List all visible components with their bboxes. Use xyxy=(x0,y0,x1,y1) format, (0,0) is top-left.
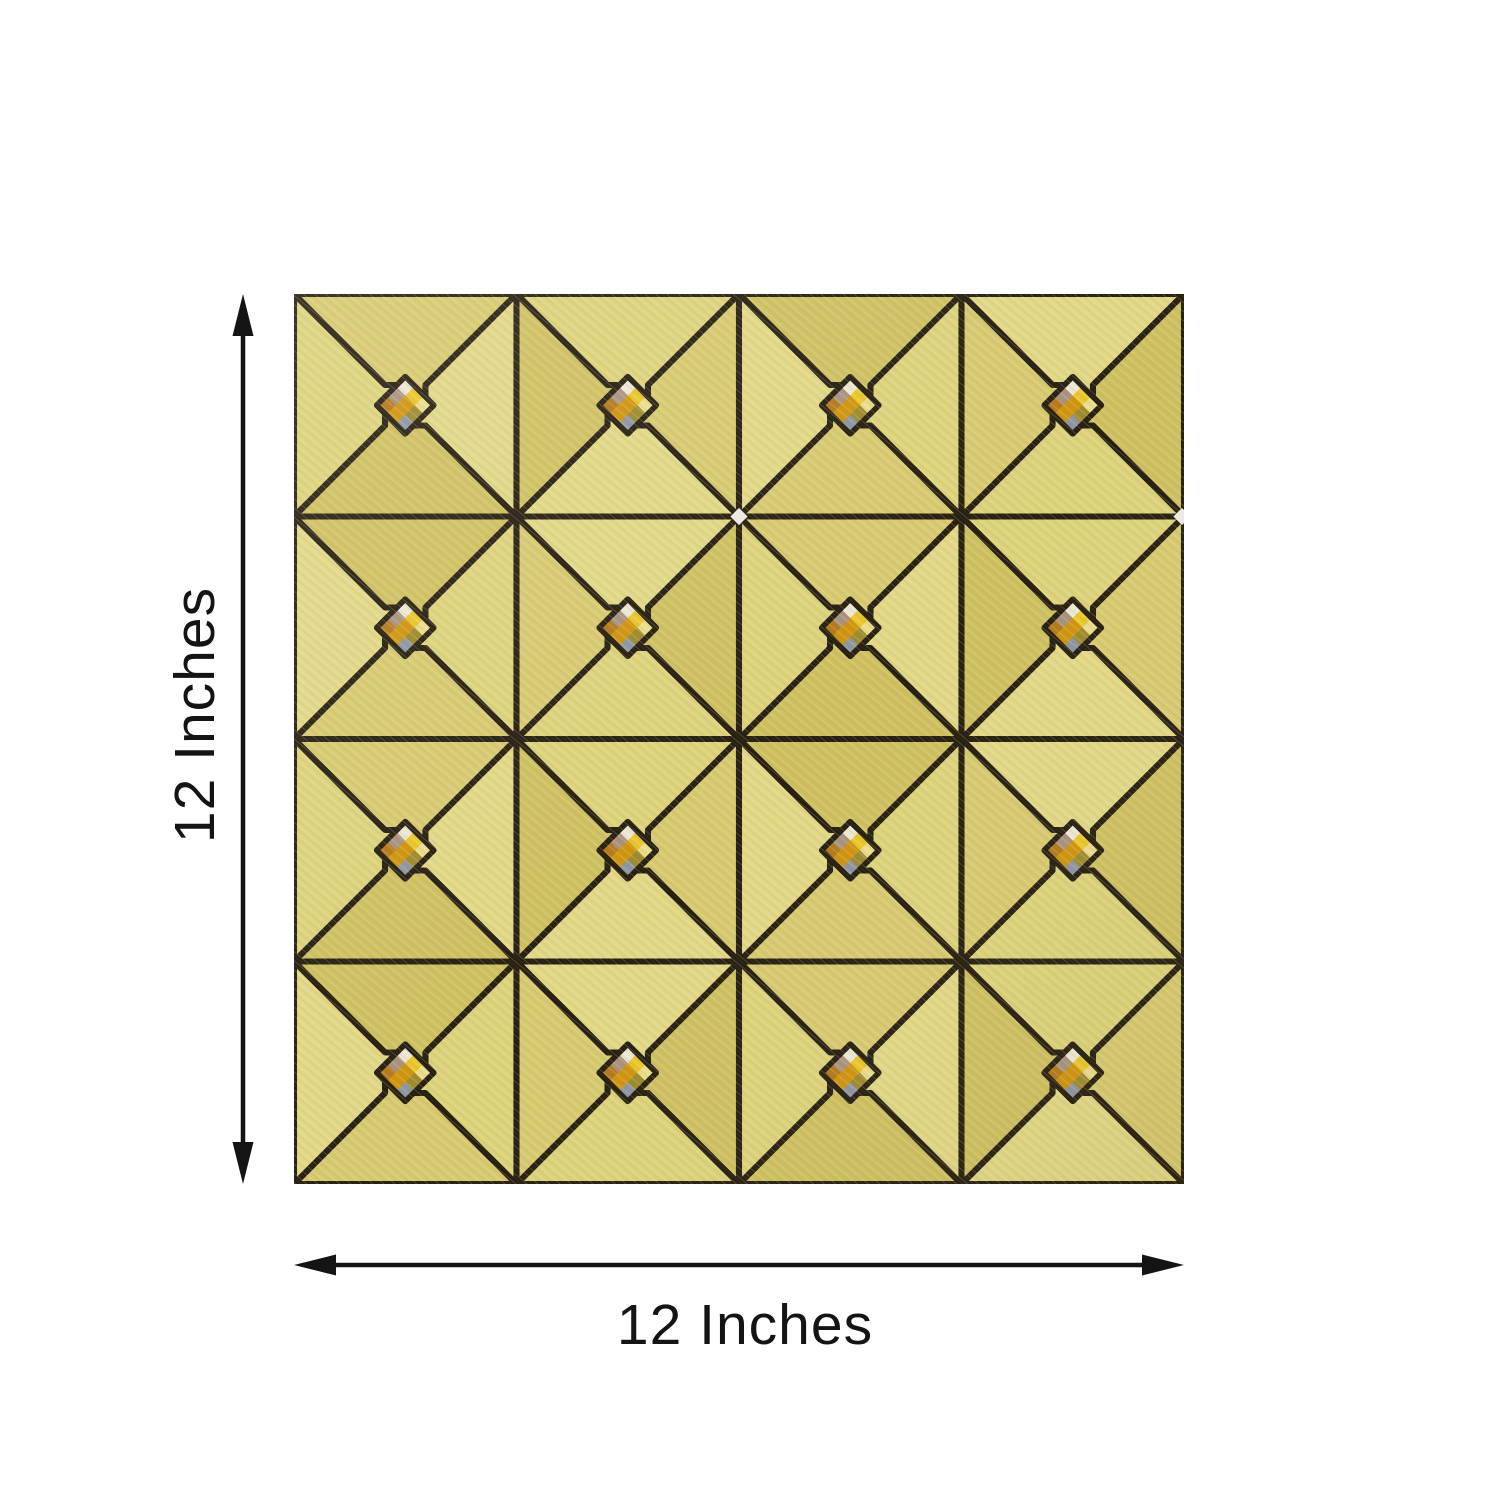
height-dimension-arrow xyxy=(232,294,254,1184)
arrowhead-left-icon xyxy=(294,1254,336,1276)
light-glint xyxy=(1173,507,1184,526)
width-dimension-label: 12 Inches xyxy=(616,1293,874,1357)
arrowhead-right-icon xyxy=(1142,1254,1184,1276)
arrowhead-down-icon xyxy=(232,1142,254,1184)
arrowhead-up-icon xyxy=(232,294,254,336)
mosaic-tile-sheet xyxy=(294,294,1184,1184)
height-dimension-label: 12 Inches xyxy=(163,586,227,844)
width-dimension-arrow xyxy=(294,1254,1184,1276)
lighting-overlay xyxy=(294,294,1184,1184)
light-glint xyxy=(730,507,748,526)
